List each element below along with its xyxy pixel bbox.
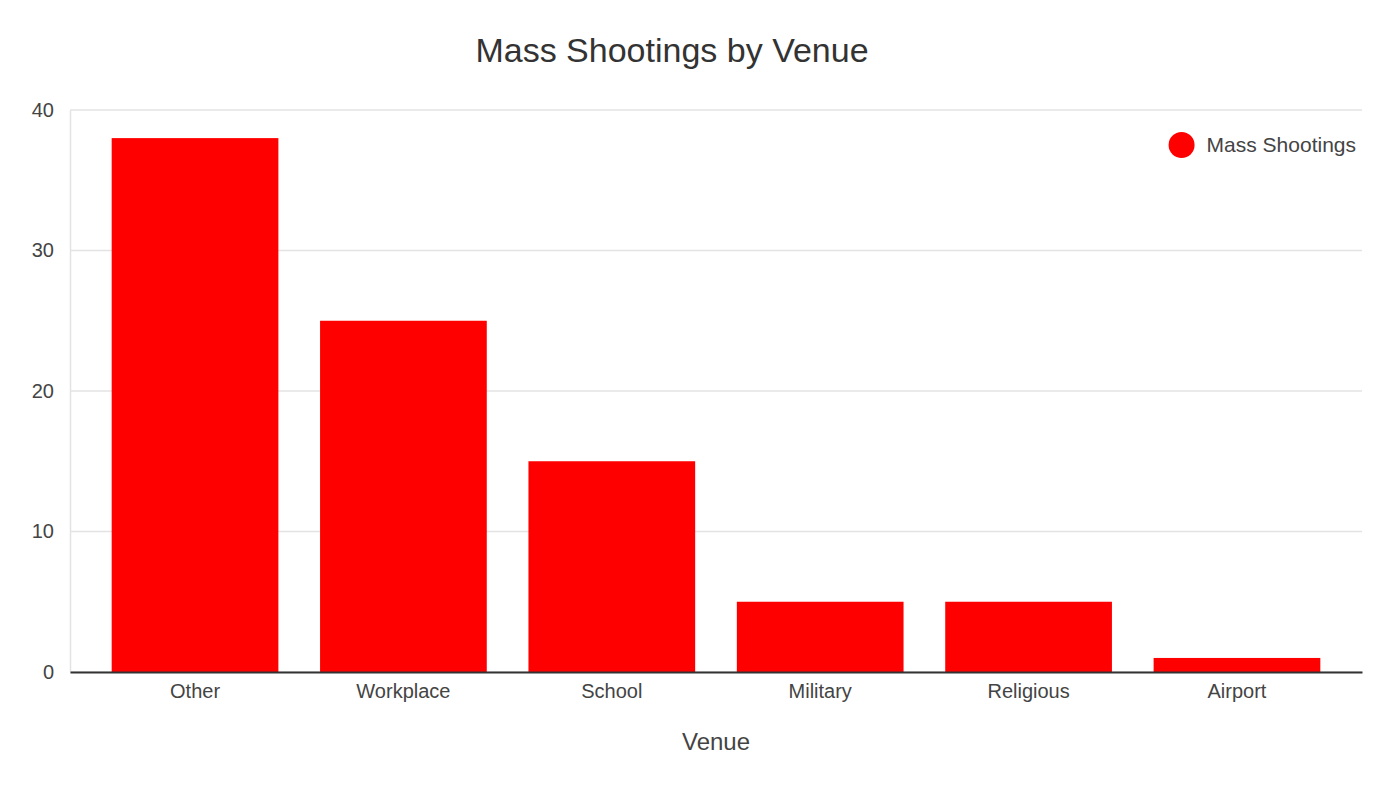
y-tick: 40: [32, 99, 70, 121]
grid-line: [70, 109, 1362, 111]
y-axis: 0 10 20 30 40: [32, 99, 71, 683]
bars: [112, 138, 1321, 672]
bar: [737, 602, 904, 672]
bar: [1154, 658, 1321, 672]
y-tick: 0: [43, 661, 70, 683]
chart: 0 10 20 30 40 Other Workplace School Military Rel…: [0, 0, 1384, 789]
x-tick-label: Military: [789, 680, 852, 702]
y-tick: 10: [32, 520, 70, 542]
x-axis-title: Venue: [682, 728, 750, 755]
y-tick: 20: [32, 380, 70, 402]
x-tick-label: Other: [170, 680, 220, 702]
y-tick: 30: [32, 239, 70, 261]
legend: Mass Shootings: [1169, 132, 1356, 158]
title: Mass Shootings by Venue: [475, 31, 868, 69]
bar: [320, 321, 487, 672]
x-tick: Airport: [1208, 672, 1267, 702]
x-tick: Other: [170, 672, 220, 702]
x-tick: Military: [789, 672, 852, 702]
x-tick-label: Workplace: [356, 680, 450, 702]
x-tick-label: Airport: [1208, 680, 1267, 702]
x-tick-label: Religious: [987, 680, 1069, 702]
x-tick: Workplace: [356, 672, 450, 702]
x-axis-line: [71, 672, 1363, 674]
x-tick: School: [581, 672, 642, 702]
legend-label: Mass Shootings: [1207, 133, 1356, 156]
x-tick-label: School: [581, 680, 642, 702]
y-axis-line: [70, 111, 72, 673]
y-tick-label: 30: [32, 239, 54, 261]
y-tick-label: 10: [32, 520, 54, 542]
legend-swatch: [1169, 132, 1195, 158]
bar: [945, 602, 1112, 672]
y-tick-label: 40: [32, 99, 54, 121]
x-axis: Other Workplace School Military Religious Air…: [71, 672, 1363, 702]
x-tick: Religious: [987, 672, 1069, 702]
bar: [112, 138, 279, 672]
grid: [70, 110, 1362, 672]
bar: [528, 461, 695, 672]
y-tick-label: 20: [32, 380, 54, 402]
y-tick-label: 0: [43, 661, 54, 683]
